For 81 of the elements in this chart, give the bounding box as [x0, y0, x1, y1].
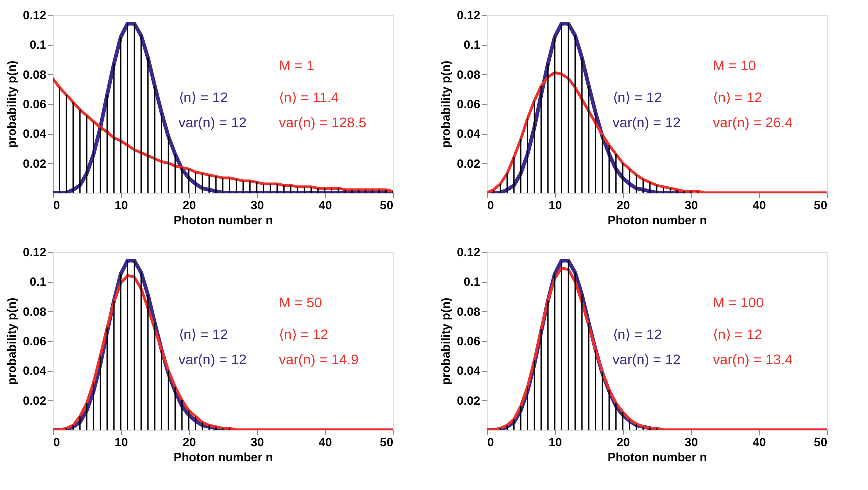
x-tick-label: 20	[616, 436, 630, 450]
y-tick-label: 0.12	[457, 246, 481, 260]
annotation: var(n) = 12	[612, 114, 682, 131]
annotation: var(n) = 12	[178, 114, 248, 131]
y-tick-label: 0.02	[457, 394, 481, 408]
y-tick-label: 0.04	[23, 364, 47, 378]
y-axis-title: probability p(n)	[439, 60, 454, 148]
x-tick-label: 0	[54, 436, 60, 450]
y-tick-label: 0.08	[23, 304, 47, 319]
y-tick-label: 0.02	[23, 156, 47, 171]
y-axis-title: probability p(n)	[439, 298, 454, 386]
y-tick-label: 0.02	[23, 394, 47, 408]
annotation: var(n) = 13.4	[713, 352, 794, 368]
x-tick-label: 20	[182, 436, 196, 450]
y-tick-label: 0.08	[23, 68, 47, 82]
annotation: ⟨n⟩ = 12	[178, 326, 228, 343]
annotation: var(n) = 14.9	[279, 352, 360, 368]
y-tick-label: 0.08	[457, 68, 481, 82]
line-series	[53, 274, 393, 430]
y-tick-label: 0.12	[23, 246, 47, 260]
x-tick-label: 0	[54, 198, 60, 212]
annotation: ⟨n⟩ = 12	[612, 90, 662, 106]
x-tick-label: 20	[182, 198, 196, 212]
y-tick-label: 0.12	[457, 8, 481, 22]
annotation: var(n) = 128.5	[279, 114, 367, 131]
x-tick-label: 10	[114, 198, 128, 212]
y-tick-label: 0.08	[457, 304, 481, 319]
x-tick-label: 40	[318, 436, 332, 450]
x-tick-label: 50	[380, 436, 394, 450]
x-axis-title: Photon number n	[608, 450, 708, 464]
x-tick-label: 30	[250, 436, 264, 450]
y-tick-label: 0.1	[464, 275, 481, 290]
y-axis-title: probability p(n)	[5, 60, 20, 148]
y-tick-label: 0.06	[23, 98, 47, 112]
y-tick-label: 0.04	[457, 364, 481, 378]
x-tick-label: 10	[114, 436, 128, 450]
y-axis-title: probability p(n)	[5, 298, 20, 386]
annotation: ⟨n⟩ = 12	[178, 90, 228, 106]
annotation: M = 1	[279, 58, 315, 74]
annotation: ⟨n⟩ = 12	[279, 326, 329, 343]
y-tick-label: 0.02	[457, 156, 481, 171]
y-tick-label: 0.1	[464, 38, 481, 52]
x-tick-label: 30	[684, 436, 698, 450]
line-series	[53, 77, 393, 193]
annotation: ⟨n⟩ = 12	[713, 90, 763, 106]
y-tick-label: 0.04	[23, 127, 47, 142]
annotation: ⟨n⟩ = 12	[713, 326, 763, 343]
annotation: ⟨n⟩ = 12	[612, 326, 662, 343]
x-tick-label: 10	[548, 198, 562, 212]
x-axis-title: Photon number n	[174, 214, 274, 228]
annotation: var(n) = 12	[178, 352, 248, 368]
y-tick-label: 0.06	[23, 334, 47, 348]
x-tick-label: 40	[752, 436, 766, 450]
y-tick-label: 0.06	[457, 334, 481, 348]
x-tick-label: 30	[684, 198, 698, 212]
y-tick-label: 0.1	[30, 275, 47, 290]
y-tick-label: 0.04	[457, 127, 481, 142]
y-tick-label: 0.06	[457, 98, 481, 112]
x-tick-label: 10	[548, 436, 562, 450]
annotation: var(n) = 26.4	[713, 114, 794, 131]
line-series	[53, 22, 393, 193]
x-axis-title: Photon number n	[174, 450, 274, 464]
x-tick-label: 40	[318, 198, 332, 212]
x-tick-label: 30	[250, 198, 264, 212]
x-tick-label: 40	[752, 198, 766, 212]
x-tick-label: 0	[488, 436, 494, 450]
line-series	[487, 71, 827, 193]
annotation: ⟨n⟩ = 11.4	[279, 90, 340, 106]
annotation: M = 10	[713, 58, 757, 74]
x-tick-label: 20	[616, 198, 630, 212]
annotation: M = 50	[279, 294, 323, 311]
annotation: M = 100	[713, 294, 764, 311]
annotation: var(n) = 12	[612, 352, 682, 368]
x-axis-title: Photon number n	[608, 214, 708, 228]
x-tick-label: 50	[380, 198, 394, 212]
y-tick-label: 0.1	[30, 38, 47, 52]
y-tick-label: 0.12	[23, 8, 47, 22]
x-tick-label: 50	[814, 436, 828, 450]
x-tick-label: 0	[488, 198, 494, 212]
x-tick-label: 50	[814, 198, 828, 212]
line-series	[487, 266, 827, 430]
